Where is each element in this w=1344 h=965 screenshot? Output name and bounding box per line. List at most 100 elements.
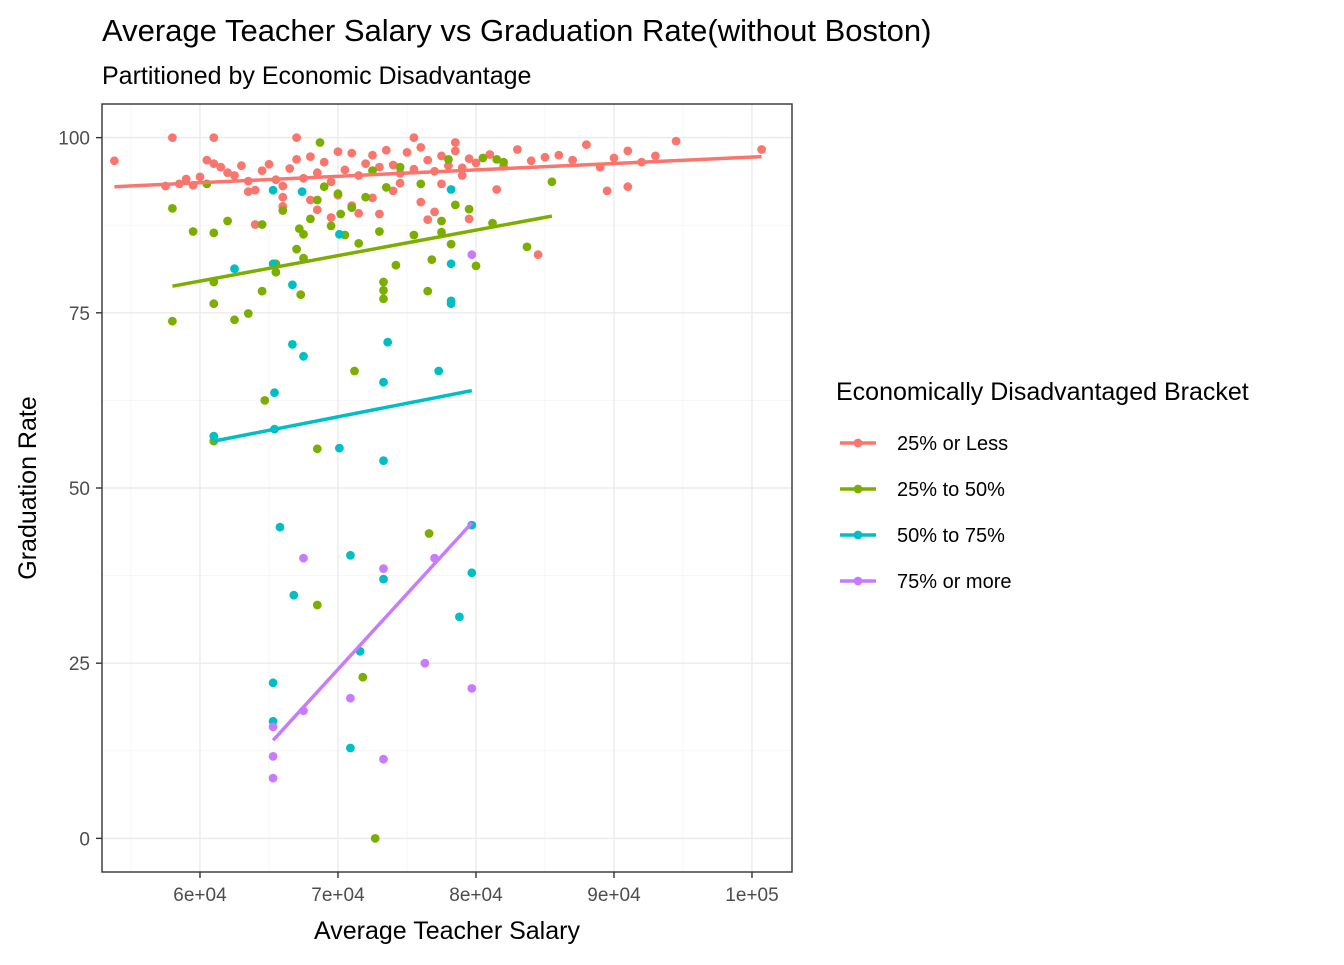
data-point (336, 209, 346, 219)
data-point (202, 155, 212, 165)
data-point (444, 155, 453, 164)
legend-label: 50% to 75% (897, 525, 1005, 547)
trend-line-4 (271, 521, 474, 742)
trend-line-1 (114, 154, 762, 189)
data-point (168, 133, 177, 143)
data-point (651, 151, 660, 161)
data-point (312, 168, 322, 178)
data-point (554, 150, 564, 160)
data-point (499, 157, 508, 167)
data-point (333, 189, 343, 199)
trend-lines (114, 154, 762, 742)
data-point (237, 161, 246, 171)
data-point (424, 529, 434, 538)
data-point (315, 138, 325, 147)
data-point (209, 228, 219, 238)
data-point (209, 431, 219, 441)
data-point (243, 309, 253, 318)
data-point (437, 151, 446, 161)
data-point (209, 299, 219, 309)
legend-key-point (853, 484, 863, 494)
data-point (420, 658, 430, 668)
data-point (250, 185, 260, 195)
data-point (416, 179, 426, 189)
data-point (312, 600, 322, 610)
data-point (278, 192, 288, 202)
data-point (609, 153, 619, 163)
data-point (416, 143, 426, 152)
data-point (492, 185, 502, 194)
data-point (312, 444, 322, 454)
legend-label: 25% or Less (897, 433, 1008, 455)
chart-title: Average Teacher Salary vs Graduation Rat… (102, 13, 931, 48)
data-point (209, 159, 219, 169)
data-point (533, 250, 543, 260)
data-point (181, 174, 191, 184)
data-point (347, 203, 357, 213)
data-point (223, 216, 233, 226)
data-point (423, 215, 433, 225)
data-point (671, 136, 681, 146)
data-point (270, 388, 279, 398)
data-point (268, 185, 278, 195)
data-point (471, 261, 481, 271)
data-point (288, 340, 297, 349)
data-point (209, 133, 219, 143)
data-point (409, 133, 419, 143)
data-point (379, 754, 388, 764)
data-point (388, 160, 398, 170)
data-point (361, 159, 370, 169)
data-point (346, 743, 355, 753)
series-points-1 (110, 133, 766, 260)
data-point (582, 140, 591, 150)
data-point (381, 183, 391, 192)
data-point (326, 221, 336, 231)
data-point (423, 155, 433, 165)
data-point (492, 155, 502, 164)
data-point (450, 138, 460, 147)
data-point (467, 684, 477, 693)
data-point (446, 185, 456, 194)
data-point (471, 158, 481, 168)
data-point (257, 166, 267, 176)
data-point (292, 155, 301, 164)
data-point (312, 195, 322, 205)
data-point (623, 146, 633, 156)
legend-item: 75% or more (840, 571, 1012, 593)
x-axis-title: Average Teacher Salary (314, 917, 580, 945)
legend-item: 25% or Less (840, 433, 1008, 455)
data-point (391, 260, 401, 270)
data-point (395, 178, 405, 188)
data-point (230, 171, 239, 180)
data-point (168, 204, 177, 213)
data-point (278, 206, 288, 215)
data-point (346, 693, 355, 703)
data-point (257, 220, 267, 229)
data-point (444, 161, 453, 171)
data-point (450, 146, 460, 156)
data-point (268, 678, 278, 688)
legend-items: 25% or Less 25% to 50% 50% to 75% 75% or mo… (840, 433, 1012, 593)
data-point (455, 612, 464, 622)
data-point (464, 154, 474, 164)
data-point (299, 229, 308, 239)
legend-item: 50% to 75% (840, 525, 1005, 547)
legend-label: 25% to 50% (897, 479, 1005, 501)
data-point (602, 186, 612, 196)
chart-subtitle: Partitioned by Economic Disadvantage (102, 62, 531, 90)
data-point (368, 193, 377, 203)
data-point (319, 182, 329, 192)
legend-key-point (853, 576, 863, 586)
legend: Economically Disadvantaged Bracket 25% o… (836, 378, 1249, 593)
data-point (306, 214, 315, 224)
data-point (278, 181, 288, 191)
data-point (375, 162, 384, 172)
data-point (457, 171, 467, 180)
data-point (381, 145, 391, 155)
legend-item: 25% to 50% (840, 479, 1005, 501)
data-point (409, 230, 419, 240)
data-point (358, 672, 368, 682)
